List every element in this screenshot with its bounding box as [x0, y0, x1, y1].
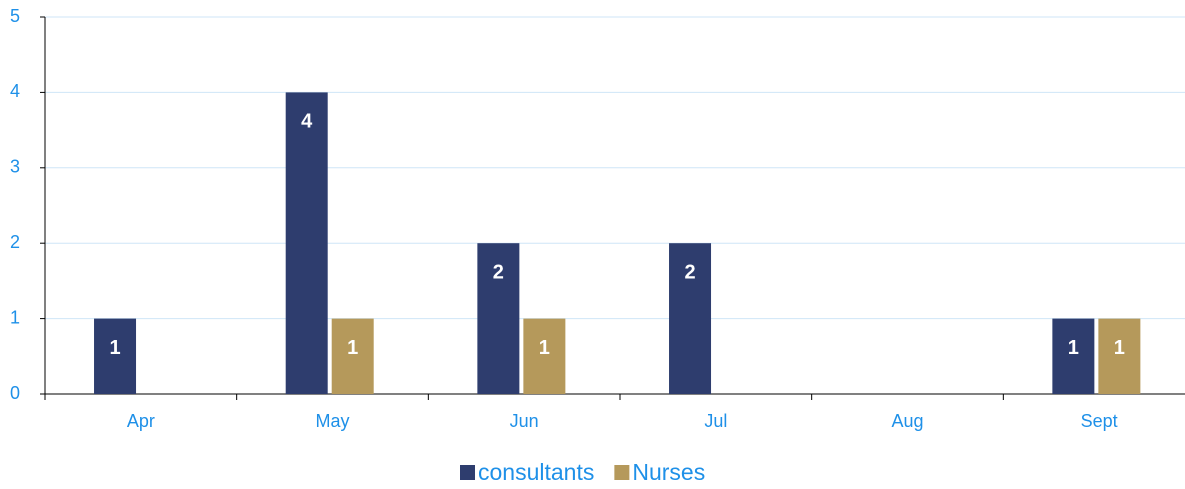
y-tick-label: 2: [10, 232, 20, 252]
bar: [331, 318, 374, 394]
x-tick-label: May: [315, 411, 349, 431]
value-label: 1: [347, 337, 358, 359]
bar: [669, 243, 712, 394]
x-tick-label: Jun: [510, 411, 539, 431]
legend-swatch: [460, 465, 475, 480]
bar: [477, 243, 520, 394]
value-label: 2: [493, 261, 504, 283]
value-label: 2: [684, 261, 695, 283]
y-tick-label: 4: [10, 81, 20, 101]
legend-swatch: [614, 465, 630, 480]
y-tick-label: 0: [10, 383, 20, 403]
legend-label: consultants: [478, 459, 594, 485]
legend-label: Nurses: [632, 459, 705, 485]
x-tick-label: Aug: [891, 411, 923, 431]
x-tick-label: Sept: [1081, 411, 1118, 431]
bar: [523, 318, 566, 394]
bar: [285, 92, 328, 395]
x-tick-label: Jul: [704, 411, 727, 431]
value-label: 4: [301, 111, 313, 133]
bar: [1098, 318, 1141, 394]
y-tick-label: 3: [10, 157, 20, 177]
value-label: 1: [1068, 337, 1079, 359]
y-tick-label: 5: [10, 6, 20, 26]
y-tick-label: 1: [10, 307, 20, 327]
bar: [1052, 318, 1095, 394]
value-label: 1: [539, 337, 550, 359]
bar: [94, 318, 137, 394]
value-label: 1: [1114, 337, 1125, 359]
value-label: 1: [109, 337, 120, 359]
x-tick-label: Apr: [127, 411, 155, 431]
